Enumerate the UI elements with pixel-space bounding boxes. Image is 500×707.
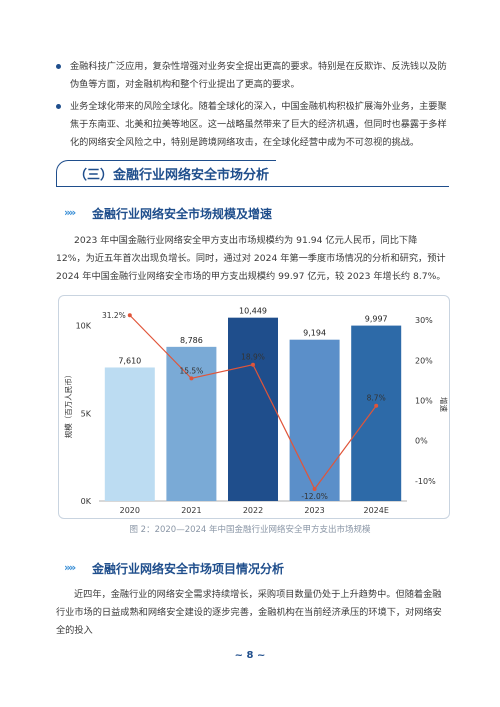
- growth-point: [127, 313, 132, 318]
- paragraph: 近四年，金融行业的网络安全需求持续增长，采购项目数量仍处于上升趋势中。但随着金融…: [56, 589, 442, 636]
- section-heading: （三）金融行业网络安全市场分析: [56, 160, 449, 187]
- bullet-item: 金融科技广泛应用，复杂性增强对业务安全提出更高的要求。特别是在反欺诈、反洗钱以及…: [56, 58, 452, 94]
- bar: [289, 339, 340, 501]
- growth-point: [189, 376, 194, 381]
- y2-tick-label: -10%: [415, 477, 436, 486]
- bullet-dot-icon: [56, 104, 61, 109]
- bar-line-chart: 0K 5K 10K -10% 0% 10% 20% 30% 规模（百万人民币） 增速 7,610 20…: [63, 307, 449, 515]
- growth-value-label: 15.5%: [179, 366, 203, 375]
- x-tick-label: 2023: [304, 506, 324, 515]
- bar-value-label: 8,786: [180, 336, 203, 345]
- subsection-title: 金融行业网络安全市场项目情况分析: [92, 562, 285, 576]
- y2-tick-label: 10%: [415, 396, 433, 405]
- section-tab-frame: [56, 160, 276, 186]
- bar-value-label: 9,194: [303, 329, 326, 338]
- growth-value-label: 31.2%: [102, 311, 126, 320]
- y-tick-label: 5K: [81, 409, 92, 418]
- bar: [228, 317, 278, 501]
- x-tick-label: 2020: [120, 506, 140, 515]
- y2-tick-label: 20%: [415, 356, 433, 365]
- y2-axis-label: 增速: [439, 397, 449, 412]
- growth-value-label: -12.0%: [301, 492, 328, 501]
- figure-caption: 图 2：2020—2024 年中国金融行业网络安全甲方支出市场规模: [129, 525, 371, 535]
- growth-value-label: 18.9%: [241, 353, 265, 362]
- section-title: （三）金融行业网络安全市场分析: [74, 168, 270, 183]
- subsection-title: 金融行业网络安全市场规模及增速: [92, 207, 273, 221]
- growth-point: [251, 362, 255, 367]
- y-tick-label: 0K: [81, 497, 92, 506]
- growth-value-label: 8.7%: [367, 394, 386, 403]
- growth-point: [374, 403, 379, 408]
- page-number: ~ 8 ~: [234, 650, 266, 661]
- bullet-text: 金融科技广泛应用，复杂性增强对业务安全提出更高的要求。特别是在反欺诈、反洗钱以及…: [70, 61, 447, 90]
- chevron-arrows-icon: »»: [64, 206, 76, 219]
- y2-tick-label: 30%: [415, 316, 433, 325]
- bar: [104, 367, 155, 501]
- bar: [351, 325, 402, 501]
- bar: [166, 346, 217, 501]
- bar-value-label: 7,610: [118, 356, 141, 365]
- x-tick-label: 2022: [243, 506, 263, 515]
- y2-tick-label: 0%: [415, 437, 428, 446]
- bar-value-label: 10,449: [239, 307, 267, 316]
- growth-point: [312, 486, 317, 491]
- y-tick-label: 10K: [76, 322, 92, 331]
- bar-value-label: 9,997: [365, 315, 388, 324]
- chevron-arrows-icon: »»: [64, 561, 76, 574]
- x-tick-label: 2021: [181, 506, 201, 515]
- paragraph: 2023 年中国金融行业网络安全甲方支出市场规模约为 91.94 亿元人民币，同…: [56, 235, 446, 282]
- chart-frame: 0K 5K 10K -10% 0% 10% 20% 30% 规模（百万人民币） 增速 7,610 20…: [58, 295, 450, 519]
- bullet-item: 业务全球化带来的风险全球化。随着全球化的深入，中国金融机构积极扩展海外业务，主要…: [56, 98, 452, 152]
- y-axis-label: 规模（百万人民币）: [63, 371, 73, 439]
- x-tick-label: 2024E: [363, 506, 388, 515]
- bullet-text: 业务全球化带来的风险全球化。随着全球化的深入，中国金融机构积极扩展海外业务，主要…: [70, 101, 447, 148]
- bullet-dot-icon: [56, 64, 61, 69]
- section-underline: [56, 160, 449, 187]
